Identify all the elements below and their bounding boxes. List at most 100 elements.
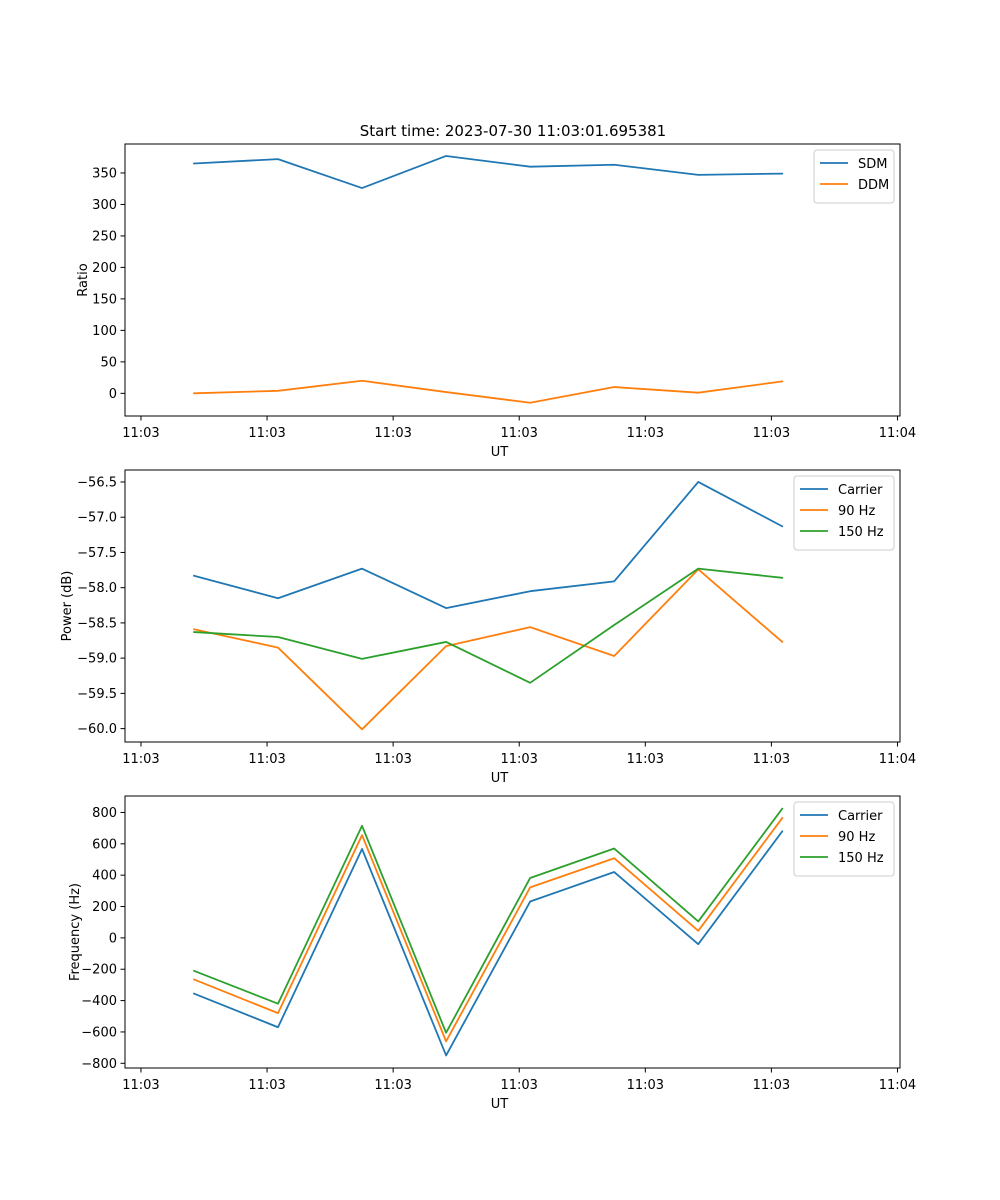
ratio-y-tick-label: 200 (92, 261, 117, 276)
frequency-hz-x-tick-label: 11:04 (879, 1078, 916, 1093)
power-db-y-tick-label: −58.0 (77, 581, 117, 596)
ratio-line-sdm (193, 155, 784, 189)
frequency-hz-point-150-hz-3 (360, 823, 365, 828)
ratio-axes-frame (124, 143, 901, 417)
power-db-line-carrier (193, 481, 784, 610)
power-db-x-axis: 11:03 11:03 11:03 11:03 11:03 11:03 11:04 UT (122, 742, 916, 786)
power-db-x-tick-label: 11:03 (248, 752, 285, 767)
power-db-x-tick-label: 11:04 (879, 752, 916, 767)
frequency-hz-line-150-hz (193, 807, 784, 1034)
power-db-point-150-hz-4 (444, 639, 449, 644)
frequency-hz-point-carrier-2 (275, 1025, 280, 1030)
frequency-hz-point-carrier-1 (191, 991, 196, 996)
power-db-axes-frame (124, 469, 901, 743)
frequency-hz-point-150-hz-8 (780, 806, 785, 811)
frequency-hz-legend: Carrier 90 Hz 150 Hz (793, 801, 895, 877)
ratio-x-tick-label: 11:03 (753, 426, 790, 441)
ratio-point-sdm-7 (696, 172, 701, 177)
frequency-hz-x-tick-label: 11:03 (122, 1078, 159, 1093)
frequency-hz-x-tick-label: 11:03 (627, 1078, 664, 1093)
ratio-y-tick-label: 150 (92, 292, 117, 307)
frequency-hz-x-tick-label: 11:03 (753, 1078, 790, 1093)
ratio-point-sdm-8 (780, 171, 785, 176)
ratio-x-tick-label: 11:03 (248, 426, 285, 441)
power-db-point-150-hz-2 (275, 635, 280, 640)
frequency-hz-legend-label-90-hz: 90 Hz (838, 830, 875, 845)
power-db-point-150-hz-1 (191, 630, 196, 635)
frequency-hz-line-carrier (193, 830, 784, 1057)
frequency-hz-point-90-hz-8 (780, 815, 785, 820)
ratio-point-ddm-3 (360, 378, 365, 383)
frequency-hz-point-carrier-8 (780, 829, 785, 834)
ratio-point-ddm-5 (528, 400, 533, 405)
frequency-hz-y-tick-label: 400 (92, 869, 117, 884)
power-db-point-150-hz-8 (780, 575, 785, 580)
ratio-point-ddm-1 (191, 391, 196, 396)
frequency-hz-point-150-hz-7 (696, 919, 701, 924)
ratio-point-sdm-2 (275, 157, 280, 162)
frequency-hz-point-90-hz-3 (360, 833, 365, 838)
power-db-point-carrier-6 (612, 579, 617, 584)
frequency-hz-y-tick-label: 800 (92, 806, 117, 821)
frequency-hz-y-tick-label: 600 (92, 837, 117, 852)
frequency-hz-x-axis-label: UT (491, 1097, 509, 1112)
frequency-hz-y-tick-label: −800 (81, 1057, 117, 1072)
ratio-series-lines (191, 153, 785, 405)
ratio-x-tick-label: 11:03 (122, 426, 159, 441)
ratio-point-ddm-8 (780, 379, 785, 384)
power-db-y-axis-label: Power (dB) (60, 571, 75, 642)
power-db-point-90-hz-8 (780, 639, 785, 644)
power-db-point-carrier-4 (444, 606, 449, 611)
power-db-point-150-hz-6 (612, 623, 617, 628)
ratio-y-tick-label: 350 (92, 166, 117, 181)
power-db-y-tick-label: −57.0 (77, 511, 117, 526)
power-db-y-tick-label: −59.0 (77, 652, 117, 667)
frequency-chart: 11:03 11:03 11:03 11:03 11:03 11:03 11:04 UT −80… (68, 795, 916, 1112)
ratio-point-ddm-7 (696, 390, 701, 395)
ratio-y-tick-label: 100 (92, 324, 117, 339)
power-db-x-tick-label: 11:03 (627, 752, 664, 767)
ratio-y-axis-label: Ratio (76, 263, 91, 296)
power-db-point-carrier-8 (780, 524, 785, 529)
ratio-point-sdm-1 (191, 161, 196, 166)
ratio-point-sdm-6 (612, 162, 617, 167)
frequency-hz-point-90-hz-5 (528, 885, 533, 890)
ratio-legend: SDM DDM (813, 149, 895, 204)
power-db-y-tick-label: −56.5 (77, 475, 117, 490)
frequency-hz-x-tick-label: 11:03 (500, 1078, 537, 1093)
power-db-y-tick-label: −57.5 (77, 546, 117, 561)
figure-title: Start time: 2023-07-30 11:03:01.695381 (360, 122, 666, 140)
ratio-line-ddm (193, 379, 784, 404)
frequency-hz-point-150-hz-6 (612, 846, 617, 851)
ratio-y-tick-label: 300 (92, 198, 117, 213)
frequency-hz-point-150-hz-2 (275, 1001, 280, 1006)
power-db-x-tick-label: 11:03 (753, 752, 790, 767)
frequency-hz-axes-frame (124, 795, 901, 1069)
power-db-point-carrier-1 (191, 573, 196, 578)
frequency-hz-point-90-hz-7 (696, 928, 701, 933)
frequency-hz-legend-label-carrier: Carrier (838, 809, 883, 824)
frequency-hz-y-tick-label: 0 (109, 931, 117, 946)
power-db-y-axis: −60.0 −59.5 −59.0 −58.5 −58.0 −57.5 −57.0 −56.5… (60, 475, 125, 737)
power-db-x-axis-label: UT (491, 771, 509, 786)
frequency-hz-point-150-hz-5 (528, 875, 533, 880)
power-db-y-tick-label: −59.5 (77, 687, 117, 702)
ratio-chart: 11:03 11:03 11:03 11:03 11:03 11:03 11:04 UT 0 50… (76, 143, 916, 460)
power-db-line-90-hz (193, 568, 784, 731)
ratio-y-tick-label: 50 (100, 355, 117, 370)
power-db-y-tick-label: −60.0 (77, 722, 117, 737)
ratio-y-tick-label: 0 (109, 387, 117, 402)
frequency-hz-series-lines (191, 806, 785, 1057)
frequency-hz-y-tick-label: −200 (81, 963, 117, 978)
frequency-hz-x-axis: 11:03 11:03 11:03 11:03 11:03 11:03 11:04 UT (122, 1068, 916, 1112)
ratio-point-sdm-4 (444, 153, 449, 158)
ratio-y-axis: 0 50 100 150 200 250 300 350 Ratio (76, 166, 125, 402)
power-db-x-tick-label: 11:03 (500, 752, 537, 767)
power-db-point-90-hz-2 (275, 645, 280, 650)
frequency-hz-legend-label-150-hz: 150 Hz (838, 851, 884, 866)
ratio-legend-label-ddm: DDM (858, 178, 889, 193)
frequency-hz-point-carrier-6 (612, 870, 617, 875)
frequency-hz-y-axis: −800 −600 −400 −200 0 200 400 600 800 Frequency (… (68, 806, 125, 1072)
power-db-y-tick-label: −58.5 (77, 616, 117, 631)
frequency-hz-point-90-hz-6 (612, 856, 617, 861)
